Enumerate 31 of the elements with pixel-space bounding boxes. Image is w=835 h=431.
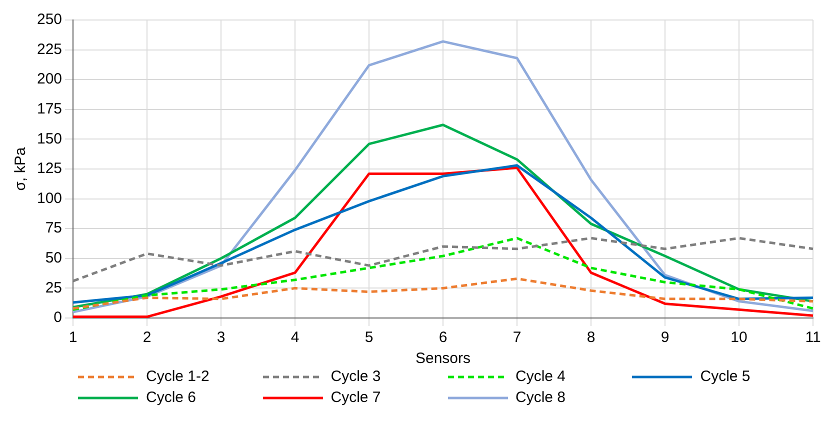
x-tick-label: 8 [586,329,596,346]
y-tick-label: 25 [45,279,62,296]
y-tick-label: 200 [36,70,62,88]
legend-label: Cycle 4 [516,368,566,385]
x-tick-label: 10 [730,329,748,346]
legend-label: Cycle 5 [700,368,750,385]
x-tick-label: 7 [512,329,522,346]
y-axis-title: σ, kPa [12,146,30,191]
x-tick-label: 6 [438,329,448,346]
x-tick-label: 11 [805,329,821,346]
x-tick-label: 3 [216,329,226,346]
y-tick-label: 125 [36,160,62,178]
y-tick-label: 75 [45,220,62,237]
x-axis-title: Sensors [416,350,471,368]
legend-label: Cycle 7 [330,389,381,406]
y-tick-label: 225 [36,40,62,58]
y-tick-label: 250 [36,11,62,28]
y-tick-label: 0 [54,309,62,326]
legend-label: Cycle 8 [516,389,566,406]
x-tick-label: 5 [364,329,374,346]
y-tick-label: 150 [36,130,62,148]
x-tick-label: 4 [290,329,300,346]
y-tick-label: 175 [36,100,62,118]
y-tick-label: 50 [45,250,62,267]
legend-label: Cycle 3 [330,368,381,385]
legend-label: Cycle 1-2 [146,368,210,385]
x-tick-label: 2 [142,329,152,346]
x-tick-label: 1 [68,329,78,346]
y-tick-label: 100 [36,190,62,207]
x-tick-label: 9 [660,329,670,346]
legend-label: Cycle 6 [146,389,196,406]
